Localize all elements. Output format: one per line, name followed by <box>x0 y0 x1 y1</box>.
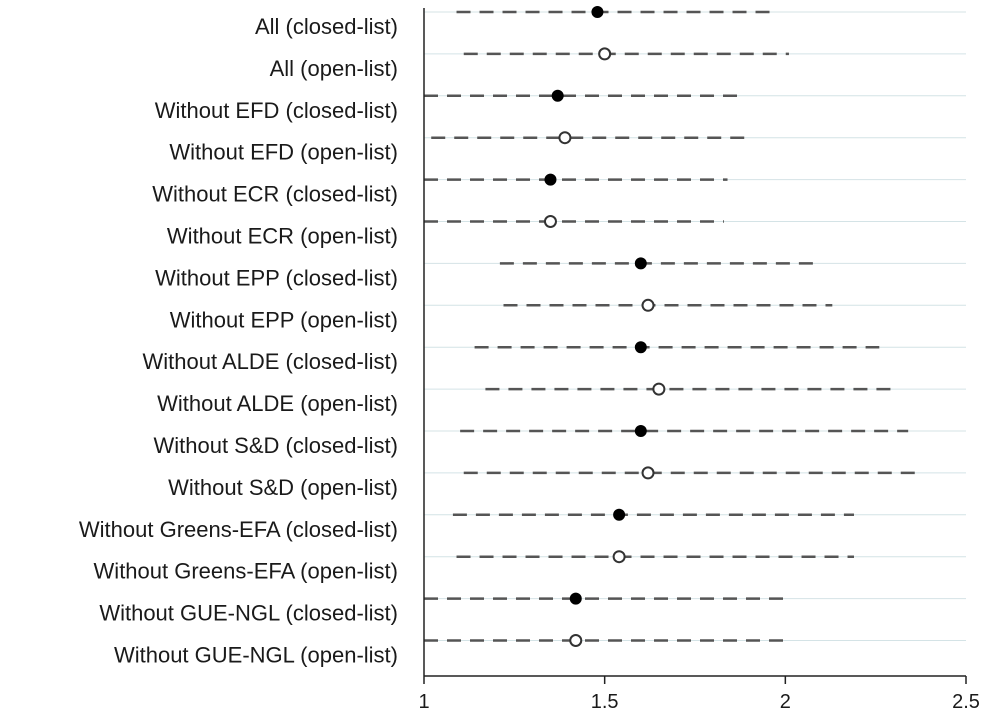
point-estimate-hollow <box>612 550 626 564</box>
row-label: Without S&D (closed-list) <box>153 433 398 458</box>
row-label: Without EPP (open-list) <box>170 307 398 332</box>
point-estimate-filled <box>613 508 626 521</box>
row-label: Without ECR (closed-list) <box>152 182 398 207</box>
row-label: Without EFD (closed-list) <box>155 98 398 123</box>
point-estimate-hollow <box>641 466 655 480</box>
grid-lines <box>424 11 966 641</box>
row-label: Without S&D (open-list) <box>168 475 398 500</box>
point-estimate-hollow <box>641 298 655 312</box>
row-label: Without GUE-NGL (closed-list) <box>99 601 398 626</box>
row-label: Without ECR (open-list) <box>167 224 398 249</box>
point-estimate-hollow <box>652 382 666 396</box>
x-tick-label: 1.5 <box>591 691 619 713</box>
point-estimate-hollow <box>569 634 583 647</box>
point-estimate-filled <box>569 592 582 605</box>
row-label: Without Greens-EFA (open-list) <box>94 559 398 584</box>
row-label: Without ALDE (closed-list) <box>142 349 398 374</box>
row-label: Without Greens-EFA (closed-list) <box>79 517 398 542</box>
x-axis-ticks: 1 1.5 2 2.5 <box>418 676 980 713</box>
point-estimate-filled <box>544 173 557 186</box>
point-estimate-filled <box>634 425 647 437</box>
row-label: Without EPP (closed-list) <box>155 265 398 290</box>
point-estimate-filled <box>551 89 564 102</box>
point-estimates <box>543 6 666 647</box>
row-label: All (closed-list) <box>255 14 398 39</box>
point-estimate-filled <box>591 6 604 18</box>
point-estimate-filled <box>634 257 647 270</box>
axes <box>423 8 966 677</box>
point-estimate-hollow <box>543 215 557 228</box>
point-estimate-hollow <box>598 47 612 61</box>
point-estimate-filled <box>634 341 647 354</box>
row-label: Without ALDE (open-list) <box>157 391 398 416</box>
row-labels: All (closed-list) All (open-list) Without … <box>79 14 398 668</box>
point-estimate-hollow <box>558 131 572 145</box>
x-tick-label: 2.5 <box>952 691 980 713</box>
confidence-intervals <box>424 10 920 642</box>
row-label: Without EFD (open-list) <box>169 140 398 165</box>
x-tick-label: 2 <box>780 691 791 713</box>
x-tick-label: 1 <box>418 691 429 713</box>
row-label: Without GUE-NGL (open-list) <box>114 643 398 668</box>
row-label: All (open-list) <box>270 56 398 81</box>
